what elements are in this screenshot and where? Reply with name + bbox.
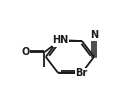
Text: N: N (90, 30, 98, 40)
Text: Br: Br (76, 68, 88, 78)
Text: O: O (22, 47, 30, 57)
Text: HN: HN (52, 35, 68, 45)
Text: N: N (54, 36, 62, 46)
